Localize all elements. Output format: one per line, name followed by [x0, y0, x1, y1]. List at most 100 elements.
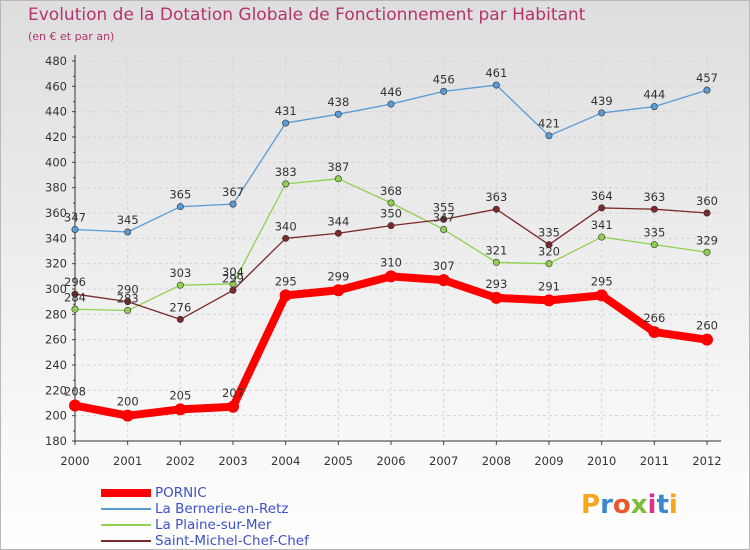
- data-point-plaine: [71, 305, 79, 313]
- logo-letter: i: [668, 490, 678, 520]
- y-tick-label: 220: [45, 383, 67, 397]
- axis-layer: 180 200 220 240 260 280 300 320 340 360 380 400 420 4…: [45, 54, 722, 468]
- data-label-bernerie: 365: [169, 188, 191, 202]
- data-point-plaine: [598, 233, 606, 241]
- data-label-bernerie: 421: [538, 117, 560, 131]
- data-point-pornic: [385, 270, 397, 283]
- logo-letter: P: [581, 490, 601, 520]
- y-tick-label: 480: [45, 54, 67, 68]
- data-label-pornic: 299: [327, 269, 349, 283]
- logo-letter: i: [647, 490, 657, 520]
- data-point-saintmichel: [229, 286, 237, 294]
- data-label-bernerie: 431: [275, 104, 297, 118]
- data-label-plaine: 320: [538, 245, 560, 259]
- data-label-bernerie: 446: [380, 85, 402, 99]
- data-point-pornic: [648, 326, 661, 339]
- data-point-plaine: [703, 248, 711, 256]
- data-point-pornic: [69, 399, 81, 412]
- data-label-plaine: 304: [222, 265, 244, 279]
- data-label-saintmichel: 276: [169, 300, 191, 314]
- chart-title: Evolution de la Dotation Globale de Fonc…: [28, 5, 586, 25]
- data-label-saintmichel: 340: [275, 219, 297, 233]
- data-label-saintmichel: 344: [327, 214, 349, 228]
- data-label-saintmichel: 335: [538, 226, 560, 240]
- data-point-pornic: [174, 403, 187, 416]
- data-label-saintmichel: 296: [64, 275, 86, 289]
- data-point-plaine: [176, 281, 184, 289]
- y-tick-label: 400: [45, 155, 67, 169]
- data-point-bernerie: [176, 203, 184, 211]
- proxiti-logo: Proxiti: [581, 490, 678, 520]
- legend-label-saint-michel: Saint-Michel-Chef-Chef: [155, 533, 309, 549]
- y-tick-label: 360: [45, 206, 67, 220]
- logo-letter: r: [600, 490, 613, 520]
- data-label-pornic: 266: [643, 311, 665, 325]
- x-tick-label: 2008: [482, 454, 511, 468]
- data-point-saintmichel: [334, 229, 342, 237]
- data-point-bernerie: [650, 103, 658, 111]
- data-point-plaine: [545, 260, 553, 268]
- y-tick-label: 460: [45, 79, 67, 93]
- data-label-saintmichel: 363: [485, 190, 507, 204]
- x-tick-label: 2000: [60, 454, 89, 468]
- data-label-bernerie: 347: [64, 210, 86, 224]
- data-point-saintmichel: [124, 298, 132, 306]
- data-label-plaine: 341: [591, 218, 613, 232]
- data-point-bernerie: [440, 87, 448, 95]
- legend-label-plaine: La Plaine-sur-Mer: [155, 517, 272, 533]
- x-tick-label: 2002: [166, 454, 195, 468]
- data-label-pornic: 307: [433, 259, 455, 273]
- data-label-plaine: 283: [117, 292, 139, 306]
- data-point-plaine: [650, 241, 658, 249]
- data-point-bernerie: [545, 132, 553, 140]
- data-point-bernerie: [334, 110, 342, 118]
- data-label-saintmichel: 364: [591, 189, 613, 203]
- legend-swatch-saint-michel: [101, 540, 151, 542]
- data-label-pornic: 207: [222, 386, 244, 400]
- data-label-saintmichel: 350: [380, 207, 402, 221]
- data-point-plaine: [334, 175, 342, 183]
- data-point-saintmichel: [545, 241, 553, 249]
- logo-letter: x: [630, 490, 648, 520]
- data-label-pornic: 295: [591, 274, 613, 288]
- data-point-plaine: [492, 258, 500, 266]
- data-label-pornic: 260: [696, 319, 718, 333]
- x-tick-label: 2003: [218, 454, 247, 468]
- x-tick-label: 2004: [271, 454, 300, 468]
- data-point-pornic: [595, 289, 608, 302]
- legend-item-saint-michel: Saint-Michel-Chef-Chef: [101, 533, 421, 549]
- y-tick-label: 380: [45, 181, 67, 195]
- data-label-plaine: 347: [433, 210, 455, 224]
- data-point-pornic: [121, 409, 134, 422]
- x-tick-label: 2009: [534, 454, 563, 468]
- y-tick-label: 420: [45, 130, 67, 144]
- data-point-plaine: [440, 225, 448, 233]
- data-point-saintmichel: [71, 290, 79, 298]
- data-label-pornic: 295: [275, 274, 297, 288]
- data-point-bernerie: [703, 86, 711, 94]
- legend-label-pornic: PORNIC: [155, 485, 207, 501]
- x-tick-label: 2006: [376, 454, 405, 468]
- y-tick-label: 200: [45, 409, 67, 423]
- data-label-bernerie: 457: [696, 71, 718, 85]
- x-tick-label: 2005: [324, 454, 353, 468]
- legend-item-plaine: La Plaine-sur-Mer: [101, 517, 421, 533]
- legend-item-pornic: PORNIC: [101, 485, 421, 501]
- data-point-bernerie: [492, 81, 500, 89]
- data-point-saintmichel: [440, 215, 448, 223]
- data-point-saintmichel: [650, 205, 658, 213]
- data-point-plaine: [124, 307, 132, 315]
- y-tick-label: 240: [45, 358, 67, 372]
- data-point-bernerie: [282, 119, 290, 127]
- data-point-pornic: [227, 400, 239, 413]
- data-label-pornic: 310: [380, 255, 402, 269]
- data-label-plaine: 335: [643, 226, 665, 240]
- data-label-saintmichel: 355: [433, 200, 455, 214]
- x-tick-label: 2007: [429, 454, 458, 468]
- data-label-bernerie: 438: [327, 95, 349, 109]
- data-point-plaine: [282, 180, 290, 188]
- data-point-saintmichel: [387, 222, 395, 230]
- data-label-plaine: 368: [380, 184, 402, 198]
- data-label-pornic: 200: [117, 395, 139, 409]
